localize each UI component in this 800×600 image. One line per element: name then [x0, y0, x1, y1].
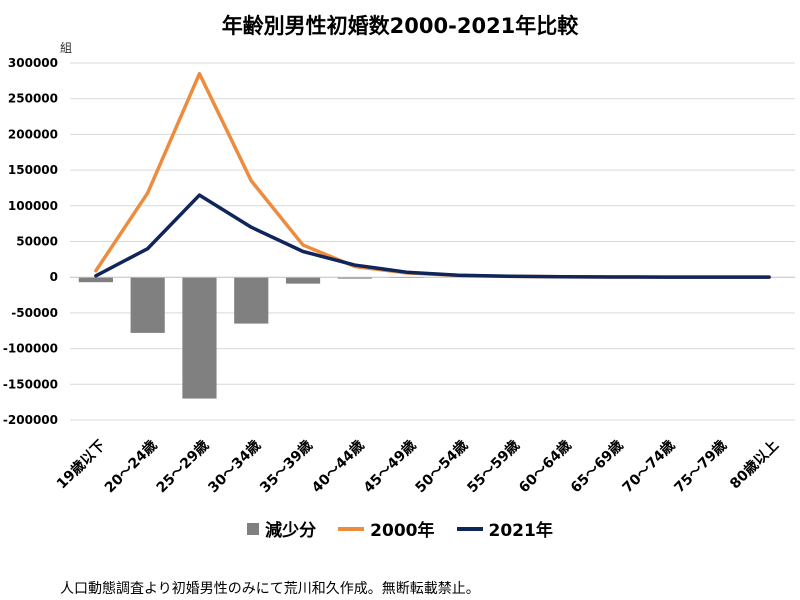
y-tick-label: -150000: [3, 377, 58, 391]
bar-decrease-0: [78, 277, 113, 283]
x-tick-label: 30～34歳: [205, 437, 264, 496]
legend-swatch-decrease: [247, 522, 260, 535]
legend-item-2000: 2000年: [338, 516, 435, 541]
footnote: 人口動態調査より初婚男性のみにて荒川和久作成。無断転載禁止。: [60, 581, 480, 597]
legend-item-2021: 2021年: [456, 516, 553, 541]
legend: 減少分 2000年 2021年: [0, 516, 800, 541]
x-tick-label: 45～49歳: [360, 437, 419, 496]
x-tick-labels: 19歳以下20～24歳25～29歳30～34歳35～39歳40～44歳45～49…: [53, 437, 782, 496]
legend-swatch-2000: [338, 526, 365, 531]
y-tick-label: 300000: [8, 56, 58, 70]
x-tick-label: 40～44歳: [308, 437, 367, 496]
x-tick-label: 50～54歳: [412, 437, 471, 496]
y-tick-label: -100000: [3, 342, 58, 356]
x-tick-label: 55～59歳: [464, 437, 523, 496]
x-tick-label: 35～39歳: [256, 437, 315, 496]
y-tick-label: 200000: [8, 127, 58, 141]
y-tick-label: 0: [50, 270, 58, 284]
bar-decrease-1: [130, 277, 165, 333]
legend-swatch-2021: [456, 526, 483, 531]
bar-decrease-2: [182, 277, 217, 399]
chart-title: 年齢別男性初婚数2000-2021年比較: [221, 14, 579, 38]
x-tick-label: 60～64歳: [515, 437, 574, 496]
y-tick-label: 100000: [8, 199, 58, 213]
y-tick-labels: 300000 250000 200000 150000 100000 50000 0 -500…: [3, 56, 58, 427]
x-tick-label: 19歳以下: [53, 437, 108, 492]
legend-label-2021: 2021年: [488, 521, 553, 541]
bar-decrease-5: [337, 277, 372, 279]
legend-label-decrease: 減少分: [265, 521, 317, 541]
grid-layer: [70, 62, 795, 421]
x-tick-label: 70～74歳: [619, 437, 678, 496]
legend-item-decrease: 減少分: [247, 516, 316, 541]
y-tick-label: 50000: [16, 235, 58, 249]
y-tick-label: -200000: [3, 413, 58, 427]
bar-series-decrease: [78, 277, 424, 399]
line-series-2021年: [94, 193, 771, 279]
x-tick-label: 25～29歳: [153, 437, 212, 496]
x-tick-label: 80歳以上: [726, 437, 781, 492]
bar-decrease-3: [234, 277, 269, 324]
line-series-2000年: [94, 71, 771, 279]
line-series: [94, 71, 771, 279]
x-tick-label: 65～69歳: [567, 437, 626, 496]
y-tick-label: 150000: [8, 163, 58, 177]
y-tick-label: -50000: [11, 306, 58, 320]
legend-label-2000: 2000年: [370, 521, 435, 541]
bar-decrease-4: [285, 277, 321, 284]
x-tick-label: 75～79歳: [671, 437, 730, 496]
x-tick-label: 20～24歳: [101, 437, 160, 496]
y-tick-label: 250000: [8, 92, 58, 106]
y-unit-label: 組: [60, 41, 72, 55]
